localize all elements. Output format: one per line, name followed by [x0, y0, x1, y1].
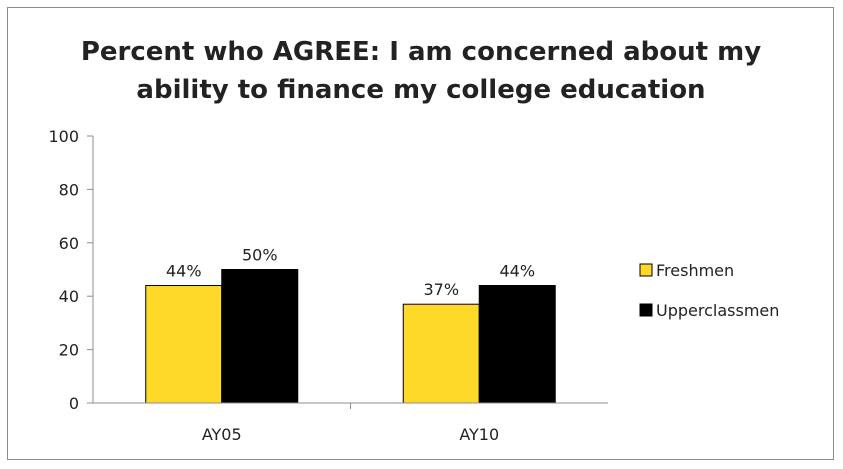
bars [145, 269, 556, 404]
y-tick-label: 100 [48, 127, 79, 146]
legend-label-freshmen: Freshmen [656, 261, 734, 280]
x-tick-label: AY05 [202, 425, 242, 444]
y-tick-label: 20 [59, 341, 79, 360]
chart-title-line-2: ability to finance my college education [136, 75, 705, 105]
bar-freshmen-ay05 [145, 285, 223, 404]
y-tick-label: 60 [59, 234, 79, 253]
legend: Freshmen Upperclassmen [639, 261, 779, 320]
x-axis: AY05 AY10 [93, 402, 608, 444]
legend-label-upperclassmen: Upperclassmen [656, 301, 779, 320]
y-tick-label: 80 [59, 180, 79, 199]
legend-swatch-freshmen [639, 263, 653, 277]
data-label: 44% [499, 262, 535, 281]
y-tick-label: 40 [59, 287, 79, 306]
data-label: 44% [166, 262, 202, 281]
y-axis: 0 20 40 60 80 100 [48, 127, 94, 413]
data-label: 50% [242, 246, 278, 265]
chart-title-line-1: Percent who AGREE: I am concerned about … [81, 37, 761, 67]
bar-upperclassmen-ay10 [478, 285, 556, 404]
chart-frame: Percent who AGREE: I am concerned about … [7, 7, 834, 460]
bar-upperclassmen-ay05 [221, 269, 299, 404]
data-label: 37% [423, 280, 459, 299]
x-tick-label: AY10 [459, 425, 499, 444]
bar-chart: Percent who AGREE: I am concerned about … [48, 37, 779, 444]
data-labels: 44% 50% 37% 44% [166, 246, 535, 300]
bar-freshmen-ay10 [402, 303, 480, 404]
legend-swatch-upperclassmen [639, 303, 653, 317]
y-tick-label: 0 [69, 394, 79, 413]
